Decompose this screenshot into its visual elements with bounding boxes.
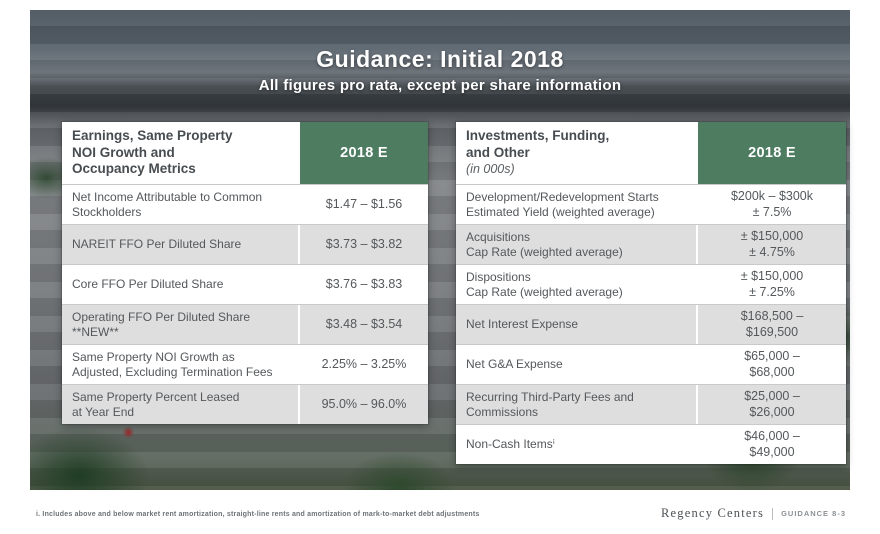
row-value: $3.48 – $3.54 xyxy=(298,305,428,344)
page-subtitle: All figures pro rata, except per share i… xyxy=(258,77,622,94)
investments-table-column-header: 2018 E xyxy=(696,122,846,184)
table-row: Non-Cash Itemsⁱ $46,000 – $49,000 xyxy=(456,424,846,464)
investments-table-header: Investments, Funding, and Other (in 000s)… xyxy=(456,122,846,184)
table-row: Operating FFO Per Diluted Share **NEW** $… xyxy=(62,304,428,344)
table-row: Net Interest Expense $168,500 – $169,500 xyxy=(456,304,846,344)
earnings-table: Earnings, Same Property NOI Growth and O… xyxy=(62,122,428,424)
investments-table-title-note: (in 000s) xyxy=(466,162,515,177)
table-row: Core FFO Per Diluted Share $3.76 – $3.83 xyxy=(62,264,428,304)
investments-table: Investments, Funding, and Other (in 000s)… xyxy=(456,122,846,464)
investments-table-title-text: Investments, Funding, and Other xyxy=(466,128,610,161)
row-label: Acquisitions Cap Rate (weighted average) xyxy=(466,229,623,259)
row-value: $3.76 – $3.83 xyxy=(298,265,428,304)
table-row: Same Property NOI Growth as Adjusted, Ex… xyxy=(62,344,428,384)
row-value: $46,000 – $49,000 xyxy=(696,425,846,464)
investments-table-title: Investments, Funding, and Other (in 000s) xyxy=(456,122,696,184)
row-label: Same Property NOI Growth as Adjusted, Ex… xyxy=(72,349,273,379)
row-value: $25,000 – $26,000 xyxy=(696,385,846,424)
footnote: i. Includes above and below market rent … xyxy=(36,511,480,518)
row-label: NAREIT FFO Per Diluted Share xyxy=(72,237,242,252)
table-row: Acquisitions Cap Rate (weighted average)… xyxy=(456,224,846,264)
row-label: Net Income Attributable to Common Stockh… xyxy=(72,189,263,219)
row-value: $3.73 – $3.82 xyxy=(298,225,428,264)
row-label: Recurring Third-Party Fees and Commissio… xyxy=(466,389,634,419)
row-label: Operating FFO Per Diluted Share **NEW** xyxy=(72,309,251,339)
row-label: Core FFO Per Diluted Share xyxy=(72,277,224,292)
page-title: Guidance: Initial 2018 xyxy=(316,46,564,72)
row-label: Net Interest Expense xyxy=(466,317,579,332)
row-value: 95.0% – 96.0% xyxy=(298,385,428,424)
brand-block: Regency Centers GUIDANCE 8-3 xyxy=(661,506,846,521)
row-value: 2.25% – 3.25% xyxy=(298,345,428,384)
row-label: Dispositions Cap Rate (weighted average) xyxy=(466,269,623,299)
row-label: Same Property Percent Leased at Year End xyxy=(72,389,240,419)
brand-divider xyxy=(772,507,774,520)
earnings-table-header: Earnings, Same Property NOI Growth and O… xyxy=(62,122,428,184)
row-value: ± $150,000 ± 7.25% xyxy=(696,265,846,304)
table-row: NAREIT FFO Per Diluted Share $3.73 – $3.8… xyxy=(62,224,428,264)
row-value: $1.47 – $1.56 xyxy=(298,185,428,224)
earnings-table-column-header: 2018 E xyxy=(298,122,428,184)
row-value: $65,000 – $68,000 xyxy=(696,345,846,384)
earnings-table-body: Net Income Attributable to Common Stockh… xyxy=(62,184,428,424)
earnings-table-title: Earnings, Same Property NOI Growth and O… xyxy=(62,122,298,184)
row-label: Development/Redevelopment Starts Estimat… xyxy=(466,189,659,219)
investments-table-body: Development/Redevelopment Starts Estimat… xyxy=(456,184,846,464)
row-value: $168,500 – $169,500 xyxy=(696,305,846,344)
row-label: Net G&A Expense xyxy=(466,357,563,372)
table-row: Same Property Percent Leased at Year End… xyxy=(62,384,428,424)
brand-logo: Regency Centers xyxy=(661,506,765,520)
table-row: Net G&A Expense $65,000 – $68,000 xyxy=(456,344,846,384)
table-row: Development/Redevelopment Starts Estimat… xyxy=(456,184,846,224)
page-label: GUIDANCE 8-3 xyxy=(781,509,846,518)
table-row: Dispositions Cap Rate (weighted average)… xyxy=(456,264,846,304)
table-row: Recurring Third-Party Fees and Commissio… xyxy=(456,384,846,424)
row-label: Non-Cash Itemsⁱ xyxy=(466,437,555,452)
row-value: ± $150,000 ± 4.75% xyxy=(696,225,846,264)
table-row: Net Income Attributable to Common Stockh… xyxy=(62,184,428,224)
title-block: Guidance: Initial 2018 All figures pro r… xyxy=(0,46,880,94)
row-value: $200k – $300k ± 7.5% xyxy=(696,185,846,224)
